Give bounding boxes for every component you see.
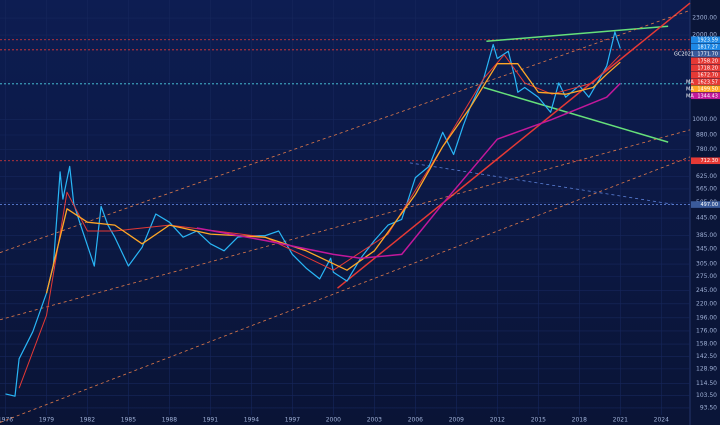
trendline bbox=[486, 25, 669, 43]
y-tick-label: 93.50 bbox=[700, 404, 717, 411]
x-tick-label: 2024 bbox=[654, 417, 669, 424]
price-tag bbox=[691, 36, 720, 44]
y-tick-label: 220.00 bbox=[696, 300, 717, 307]
price-tag bbox=[691, 85, 720, 93]
x-tick-label: 1988 bbox=[162, 417, 177, 424]
x-tick-label: 2006 bbox=[408, 417, 423, 424]
y-tick-label: 625.00 bbox=[696, 173, 717, 180]
price-tag-label: 1771.70 bbox=[697, 51, 718, 57]
price-tag-label: 1344.43 bbox=[697, 93, 718, 99]
price-line bbox=[5, 31, 621, 397]
y-tick-label: 385.00 bbox=[696, 232, 717, 239]
price-tag bbox=[691, 201, 720, 208]
y-tick-label: 2300.00 bbox=[692, 15, 717, 22]
trendline bbox=[483, 86, 669, 143]
price-tag-prefix: MA bbox=[686, 79, 694, 85]
y-tick-label: 114.50 bbox=[696, 380, 717, 387]
price-tag bbox=[691, 57, 720, 65]
price-tag-label: 1499.50 bbox=[697, 86, 718, 92]
y-tick-label: 880.00 bbox=[696, 132, 717, 139]
y-tick-label: 176.00 bbox=[696, 327, 717, 334]
y-tick-label: 565.00 bbox=[696, 185, 717, 192]
x-tick-label: 2018 bbox=[572, 417, 587, 424]
price-tag bbox=[691, 78, 720, 86]
x-tick-label: 1991 bbox=[203, 417, 218, 424]
price-tag bbox=[691, 157, 720, 165]
x-tick-label: 2015 bbox=[531, 417, 546, 424]
price-line bbox=[196, 82, 621, 259]
y-tick-label: 103.50 bbox=[696, 392, 717, 399]
price-tag-label: 1672.70 bbox=[697, 72, 718, 78]
price-tag-label: 497.00 bbox=[701, 202, 719, 208]
price-tag bbox=[691, 71, 720, 79]
x-tick-label: 2012 bbox=[490, 417, 505, 424]
y-tick-label: 305.00 bbox=[696, 261, 717, 268]
y-tick-label: 196.00 bbox=[696, 314, 717, 321]
y-tick-label: 345.00 bbox=[696, 246, 717, 253]
price-line bbox=[18, 54, 621, 389]
y-tick-label: 445.00 bbox=[696, 215, 717, 222]
x-tick-label: 1994 bbox=[244, 417, 259, 424]
trendline bbox=[337, 2, 691, 289]
y-tick-label: 2000.00 bbox=[692, 32, 717, 39]
y-tick-label: 142.50 bbox=[696, 353, 717, 360]
x-tick-label: 2021 bbox=[613, 417, 628, 424]
price-tag-prefix: MA bbox=[686, 93, 694, 99]
price-tag bbox=[691, 50, 720, 58]
price-tag-prefix: GC2021 bbox=[674, 51, 694, 57]
x-tick-label: 1997 bbox=[285, 417, 300, 424]
y-tick-label: 275.00 bbox=[696, 273, 717, 280]
price-line bbox=[45, 61, 621, 294]
price-tag-label: 1923.59 bbox=[697, 37, 718, 43]
trendline bbox=[409, 162, 676, 205]
y-tick-label: 158.00 bbox=[696, 341, 717, 348]
x-tick-label: 2000 bbox=[326, 417, 341, 424]
x-tick-label: 1982 bbox=[80, 417, 95, 424]
price-tag-label: 1817.27 bbox=[697, 44, 718, 50]
price-tag bbox=[691, 64, 720, 72]
trendline bbox=[0, 129, 691, 321]
price-tag-label: 1623.57 bbox=[697, 79, 718, 85]
price-tag-prefix: MA bbox=[686, 86, 694, 92]
trendline bbox=[0, 9, 691, 253]
y-tick-label: 128.90 bbox=[696, 365, 717, 372]
y-tick-label: 780.00 bbox=[696, 146, 717, 153]
x-tick-label: 1985 bbox=[121, 417, 136, 424]
price-tag-label: 712.30 bbox=[701, 158, 719, 164]
price-tag bbox=[691, 92, 720, 100]
price-tag-label: 1718.20 bbox=[697, 65, 718, 71]
price-tag bbox=[691, 43, 720, 51]
x-tick-label: 2009 bbox=[449, 417, 464, 424]
x-tick-label: 1979 bbox=[39, 417, 54, 424]
y-tick-label: 1000.00 bbox=[692, 116, 717, 123]
price-tag-label: 1758.20 bbox=[697, 58, 718, 64]
x-tick-label: 2003 bbox=[367, 417, 382, 424]
y-tick-label: 245.00 bbox=[696, 287, 717, 294]
